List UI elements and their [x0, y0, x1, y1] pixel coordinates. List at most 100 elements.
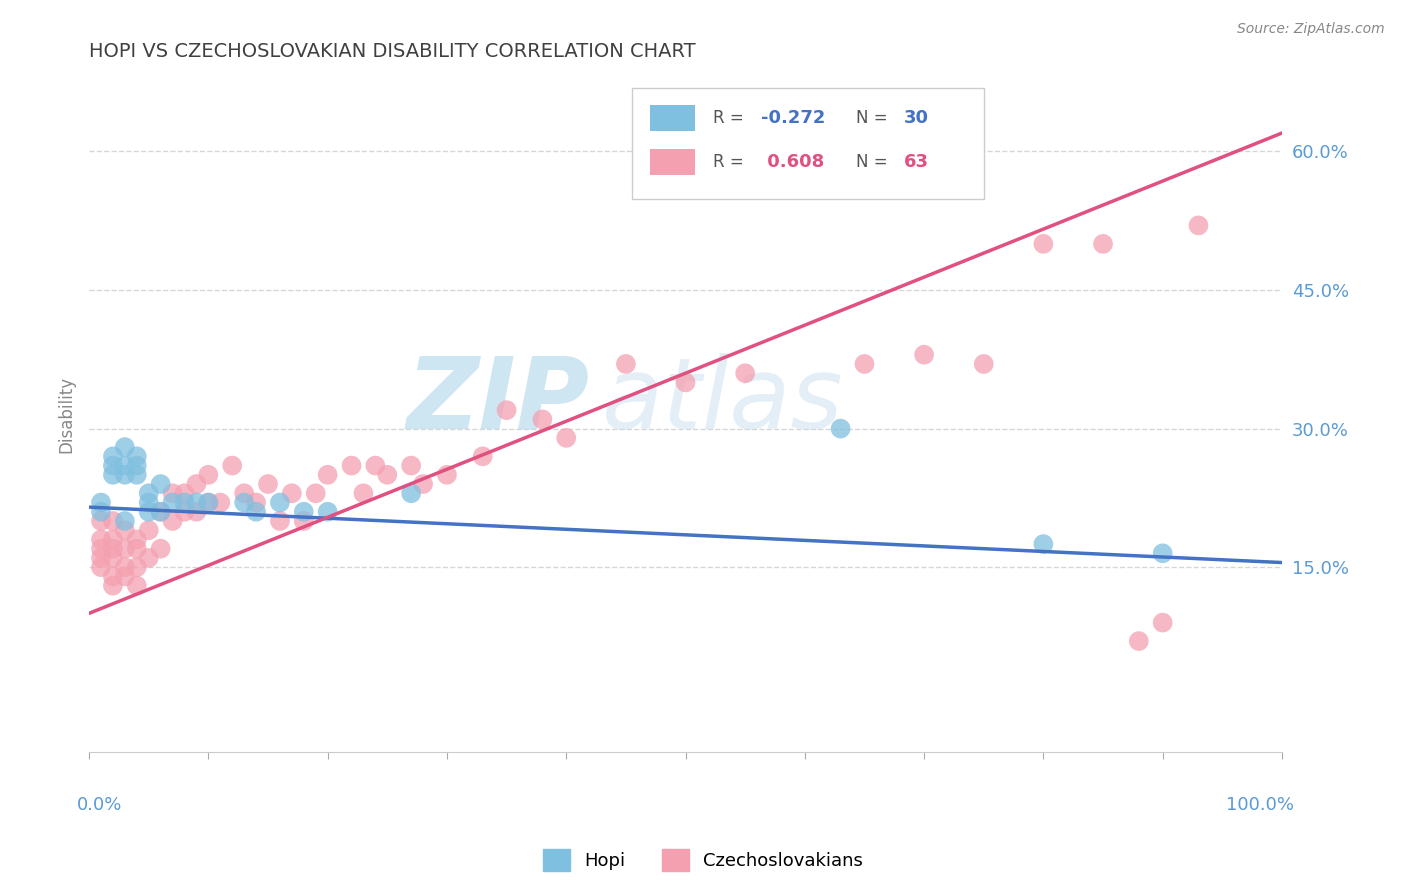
- Text: atlas: atlas: [602, 352, 844, 450]
- Text: 63: 63: [904, 153, 929, 171]
- Point: [101, 579, 124, 593]
- Point: [149, 541, 172, 556]
- Point: [186, 505, 208, 519]
- Point: [495, 403, 517, 417]
- Point: [138, 495, 160, 509]
- Point: [173, 505, 195, 519]
- Point: [101, 541, 124, 556]
- Point: [90, 550, 112, 565]
- Point: [197, 467, 219, 482]
- Point: [221, 458, 243, 473]
- Text: Source: ZipAtlas.com: Source: ZipAtlas.com: [1237, 22, 1385, 37]
- Point: [399, 458, 422, 473]
- Point: [245, 495, 267, 509]
- Point: [186, 477, 208, 491]
- Legend: Hopi, Czechoslovakians: Hopi, Czechoslovakians: [536, 842, 870, 879]
- Point: [281, 486, 304, 500]
- Point: [114, 458, 136, 473]
- FancyBboxPatch shape: [650, 105, 695, 131]
- Point: [257, 477, 280, 491]
- Point: [90, 560, 112, 574]
- Point: [162, 495, 184, 509]
- Point: [138, 523, 160, 537]
- Point: [101, 450, 124, 464]
- Point: [1032, 537, 1054, 551]
- Point: [1152, 615, 1174, 630]
- Point: [173, 495, 195, 509]
- Point: [531, 412, 554, 426]
- Point: [399, 486, 422, 500]
- Point: [1187, 219, 1209, 233]
- Text: N =: N =: [856, 109, 893, 127]
- Point: [138, 550, 160, 565]
- Point: [114, 440, 136, 454]
- Point: [853, 357, 876, 371]
- Point: [734, 366, 756, 380]
- Point: [269, 495, 291, 509]
- Point: [162, 514, 184, 528]
- Point: [125, 450, 148, 464]
- Text: 0.0%: 0.0%: [77, 796, 122, 814]
- Point: [209, 495, 232, 509]
- Point: [375, 467, 398, 482]
- Text: HOPI VS CZECHOSLOVAKIAN DISABILITY CORRELATION CHART: HOPI VS CZECHOSLOVAKIAN DISABILITY CORRE…: [89, 42, 696, 61]
- Point: [830, 422, 852, 436]
- Point: [114, 514, 136, 528]
- Text: 100.0%: 100.0%: [1226, 796, 1294, 814]
- Text: 30: 30: [904, 109, 929, 127]
- Point: [90, 505, 112, 519]
- FancyBboxPatch shape: [631, 87, 984, 199]
- Point: [471, 450, 494, 464]
- Point: [364, 458, 387, 473]
- Point: [292, 514, 315, 528]
- Point: [101, 514, 124, 528]
- Text: ZIP: ZIP: [408, 352, 591, 450]
- Point: [1128, 634, 1150, 648]
- Point: [555, 431, 578, 445]
- Point: [101, 550, 124, 565]
- Point: [114, 569, 136, 583]
- Point: [1152, 546, 1174, 560]
- Point: [316, 467, 339, 482]
- Point: [149, 505, 172, 519]
- Point: [269, 514, 291, 528]
- Point: [90, 514, 112, 528]
- FancyBboxPatch shape: [650, 149, 695, 175]
- Point: [149, 477, 172, 491]
- Point: [101, 533, 124, 547]
- Point: [114, 467, 136, 482]
- Text: R =: R =: [713, 109, 749, 127]
- Point: [245, 505, 267, 519]
- Point: [138, 505, 160, 519]
- Point: [197, 495, 219, 509]
- Point: [114, 523, 136, 537]
- Point: [125, 467, 148, 482]
- Point: [186, 495, 208, 509]
- Point: [101, 467, 124, 482]
- Point: [912, 348, 935, 362]
- Point: [125, 458, 148, 473]
- Point: [436, 467, 458, 482]
- Point: [305, 486, 328, 500]
- Point: [90, 495, 112, 509]
- Text: R =: R =: [713, 153, 749, 171]
- Point: [101, 569, 124, 583]
- Point: [233, 495, 256, 509]
- Y-axis label: Disability: Disability: [58, 376, 75, 453]
- Point: [1092, 236, 1115, 251]
- Text: N =: N =: [856, 153, 893, 171]
- Point: [101, 458, 124, 473]
- Point: [614, 357, 637, 371]
- Point: [340, 458, 363, 473]
- Point: [173, 486, 195, 500]
- Point: [675, 376, 697, 390]
- Point: [125, 560, 148, 574]
- Point: [197, 495, 219, 509]
- Point: [90, 541, 112, 556]
- Point: [90, 533, 112, 547]
- Point: [1032, 236, 1054, 251]
- Point: [412, 477, 434, 491]
- Point: [114, 541, 136, 556]
- Point: [233, 486, 256, 500]
- Point: [138, 486, 160, 500]
